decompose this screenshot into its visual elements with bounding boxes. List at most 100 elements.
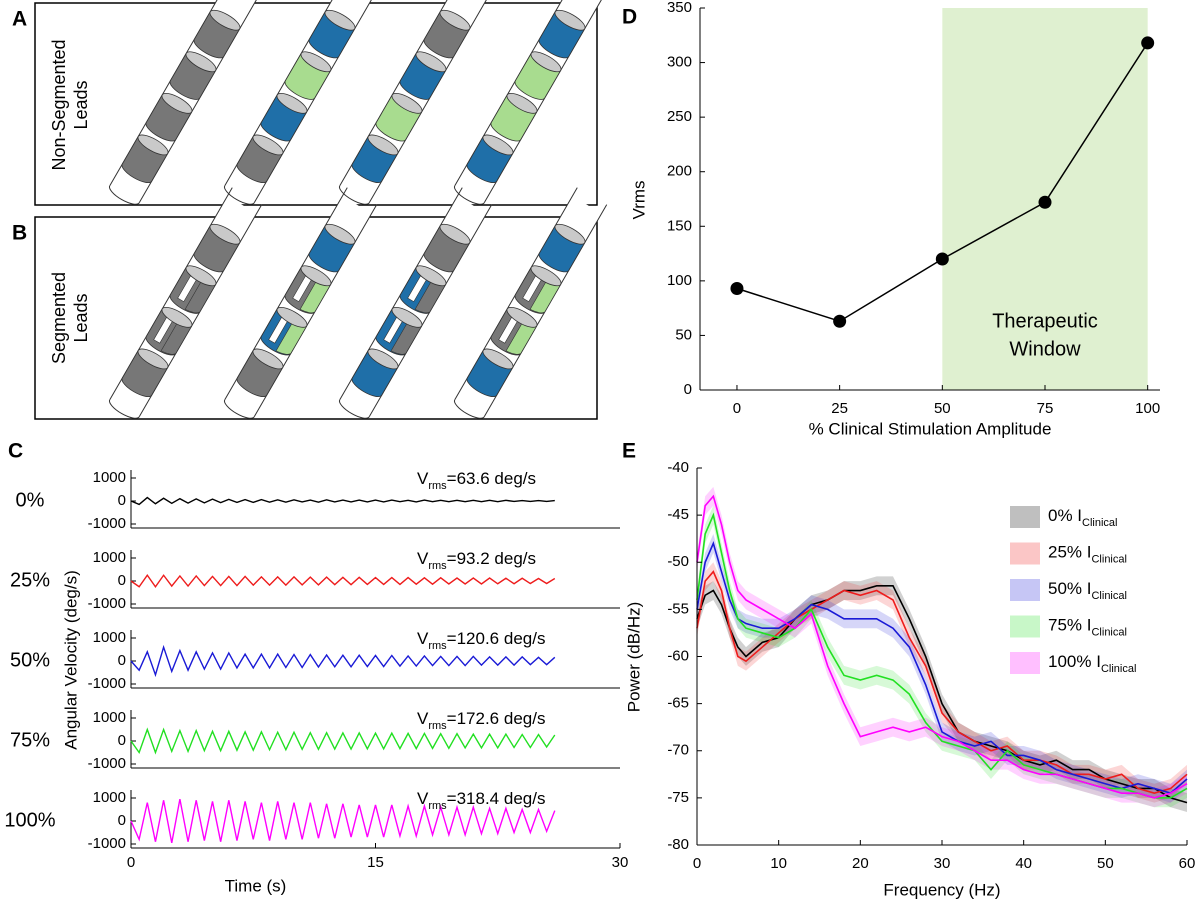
electrode-cap xyxy=(367,348,399,370)
lead-tip xyxy=(453,185,485,205)
lead-tip xyxy=(338,399,370,419)
row-label: 75% xyxy=(10,729,50,751)
electrode-cap xyxy=(252,348,284,370)
y-tick-label: -40 xyxy=(667,459,689,476)
x-tick-label: 0 xyxy=(733,400,741,417)
electrode-cap xyxy=(367,134,399,156)
x-tick-label: 50 xyxy=(1097,855,1114,872)
annotation: Vrms=63.6 deg/s xyxy=(417,469,536,491)
annotation-text: =172.6 deg/s xyxy=(447,709,546,728)
error-band xyxy=(697,576,1187,813)
electrode-cap xyxy=(185,265,217,287)
data-point xyxy=(730,281,744,295)
electrode-segment xyxy=(390,318,423,355)
y-tick-label: -50 xyxy=(667,553,689,570)
electrode-cap xyxy=(276,92,308,114)
legend-swatch xyxy=(1010,652,1040,674)
panel-label: B xyxy=(12,222,27,245)
annotation-subscript: rms xyxy=(428,800,447,812)
x-tick-label: 25 xyxy=(831,400,848,417)
trace-line xyxy=(130,799,556,843)
annotation-subscript: rms xyxy=(428,480,447,492)
y-tick-label: -75 xyxy=(667,789,689,806)
trace-line xyxy=(130,644,556,678)
legend-subscript: Clinical xyxy=(1082,517,1117,529)
electrode-segment xyxy=(160,318,193,355)
annotation-text: =120.6 deg/s xyxy=(447,629,546,648)
mean-line xyxy=(696,585,1188,804)
error-band xyxy=(697,533,1187,803)
panel-label: A xyxy=(12,8,27,31)
y-tick-label: 1000 xyxy=(93,469,126,486)
y-tick-label: -1000 xyxy=(88,595,126,612)
legend-subscript: Clinical xyxy=(1091,590,1126,602)
error-band xyxy=(697,486,1187,808)
electrode-cap xyxy=(554,9,586,31)
legend-name: 50% I xyxy=(1048,579,1091,598)
electrode-cap xyxy=(137,348,169,370)
lead xyxy=(453,0,608,205)
electrode-cap xyxy=(276,306,308,328)
panel-b-frame xyxy=(34,216,598,420)
annotation-symbol: V xyxy=(417,629,429,648)
x-tick-label: 0 xyxy=(693,855,701,872)
row-label: 50% xyxy=(10,649,50,671)
annotation: Vrms=318.4 deg/s xyxy=(417,789,545,811)
electrode-cap xyxy=(391,92,423,114)
electrode-cap xyxy=(324,223,356,245)
x-axis-label: Time (s) xyxy=(225,876,287,895)
legend-swatch xyxy=(1010,615,1040,638)
x-axis-label: Frequency (Hz) xyxy=(883,880,1000,899)
y-tick-label: -45 xyxy=(667,506,689,523)
trace-line xyxy=(130,727,556,755)
legend-swatch xyxy=(1010,579,1040,601)
error-band xyxy=(697,505,1187,808)
legend-subscript: Clinical xyxy=(1091,626,1126,638)
electrode-cap xyxy=(209,223,241,245)
lead-tip xyxy=(223,399,255,419)
electrode-cap xyxy=(300,51,332,73)
annotation-text: =63.6 deg/s xyxy=(447,469,536,488)
trace-line xyxy=(130,496,555,506)
lead-tip xyxy=(108,399,140,419)
y-tick-label: -1000 xyxy=(88,675,126,692)
annotation-subscript: rms xyxy=(428,640,447,652)
y-tick-label: 0 xyxy=(118,652,126,669)
electrode-cap xyxy=(482,134,514,156)
y-tick-label: 1000 xyxy=(93,629,126,646)
electrode-cap xyxy=(439,9,471,31)
lead xyxy=(108,187,263,419)
electrode-cap xyxy=(391,306,423,328)
lead xyxy=(223,187,378,419)
y-tick-label: 0 xyxy=(118,492,126,509)
y-tick-label: -1000 xyxy=(88,515,126,532)
lead-tip xyxy=(223,185,255,205)
electrode-cap xyxy=(300,265,332,287)
y-tick-label: -60 xyxy=(667,647,689,664)
mean-line xyxy=(696,494,1188,799)
electrode-cap xyxy=(161,306,193,328)
diagram-label: Leads xyxy=(71,80,91,129)
legend-name: 0% I xyxy=(1048,506,1082,525)
lead xyxy=(223,0,378,205)
data-point xyxy=(1141,36,1155,50)
lead xyxy=(338,0,493,205)
panel-a-frame xyxy=(34,2,598,206)
y-tick-label: -1000 xyxy=(88,755,126,772)
x-tick-label: 50 xyxy=(934,400,951,417)
electrode-segment xyxy=(275,318,308,355)
electrode-cap xyxy=(209,9,241,31)
lead-tip xyxy=(108,185,140,205)
y-tick-label: 0 xyxy=(684,381,692,398)
data-point xyxy=(1038,195,1052,209)
y-tick-label: 0 xyxy=(118,812,126,829)
x-tick-label: 10 xyxy=(770,855,787,872)
electrode-cap xyxy=(439,223,471,245)
y-tick-label: 1000 xyxy=(93,709,126,726)
row-label: 25% xyxy=(10,569,50,591)
y-tick-label: 50 xyxy=(675,326,692,343)
legend-label: 75% IClinical xyxy=(1048,616,1127,638)
y-tick-label: -80 xyxy=(667,836,689,853)
electrode-segment xyxy=(529,276,562,314)
